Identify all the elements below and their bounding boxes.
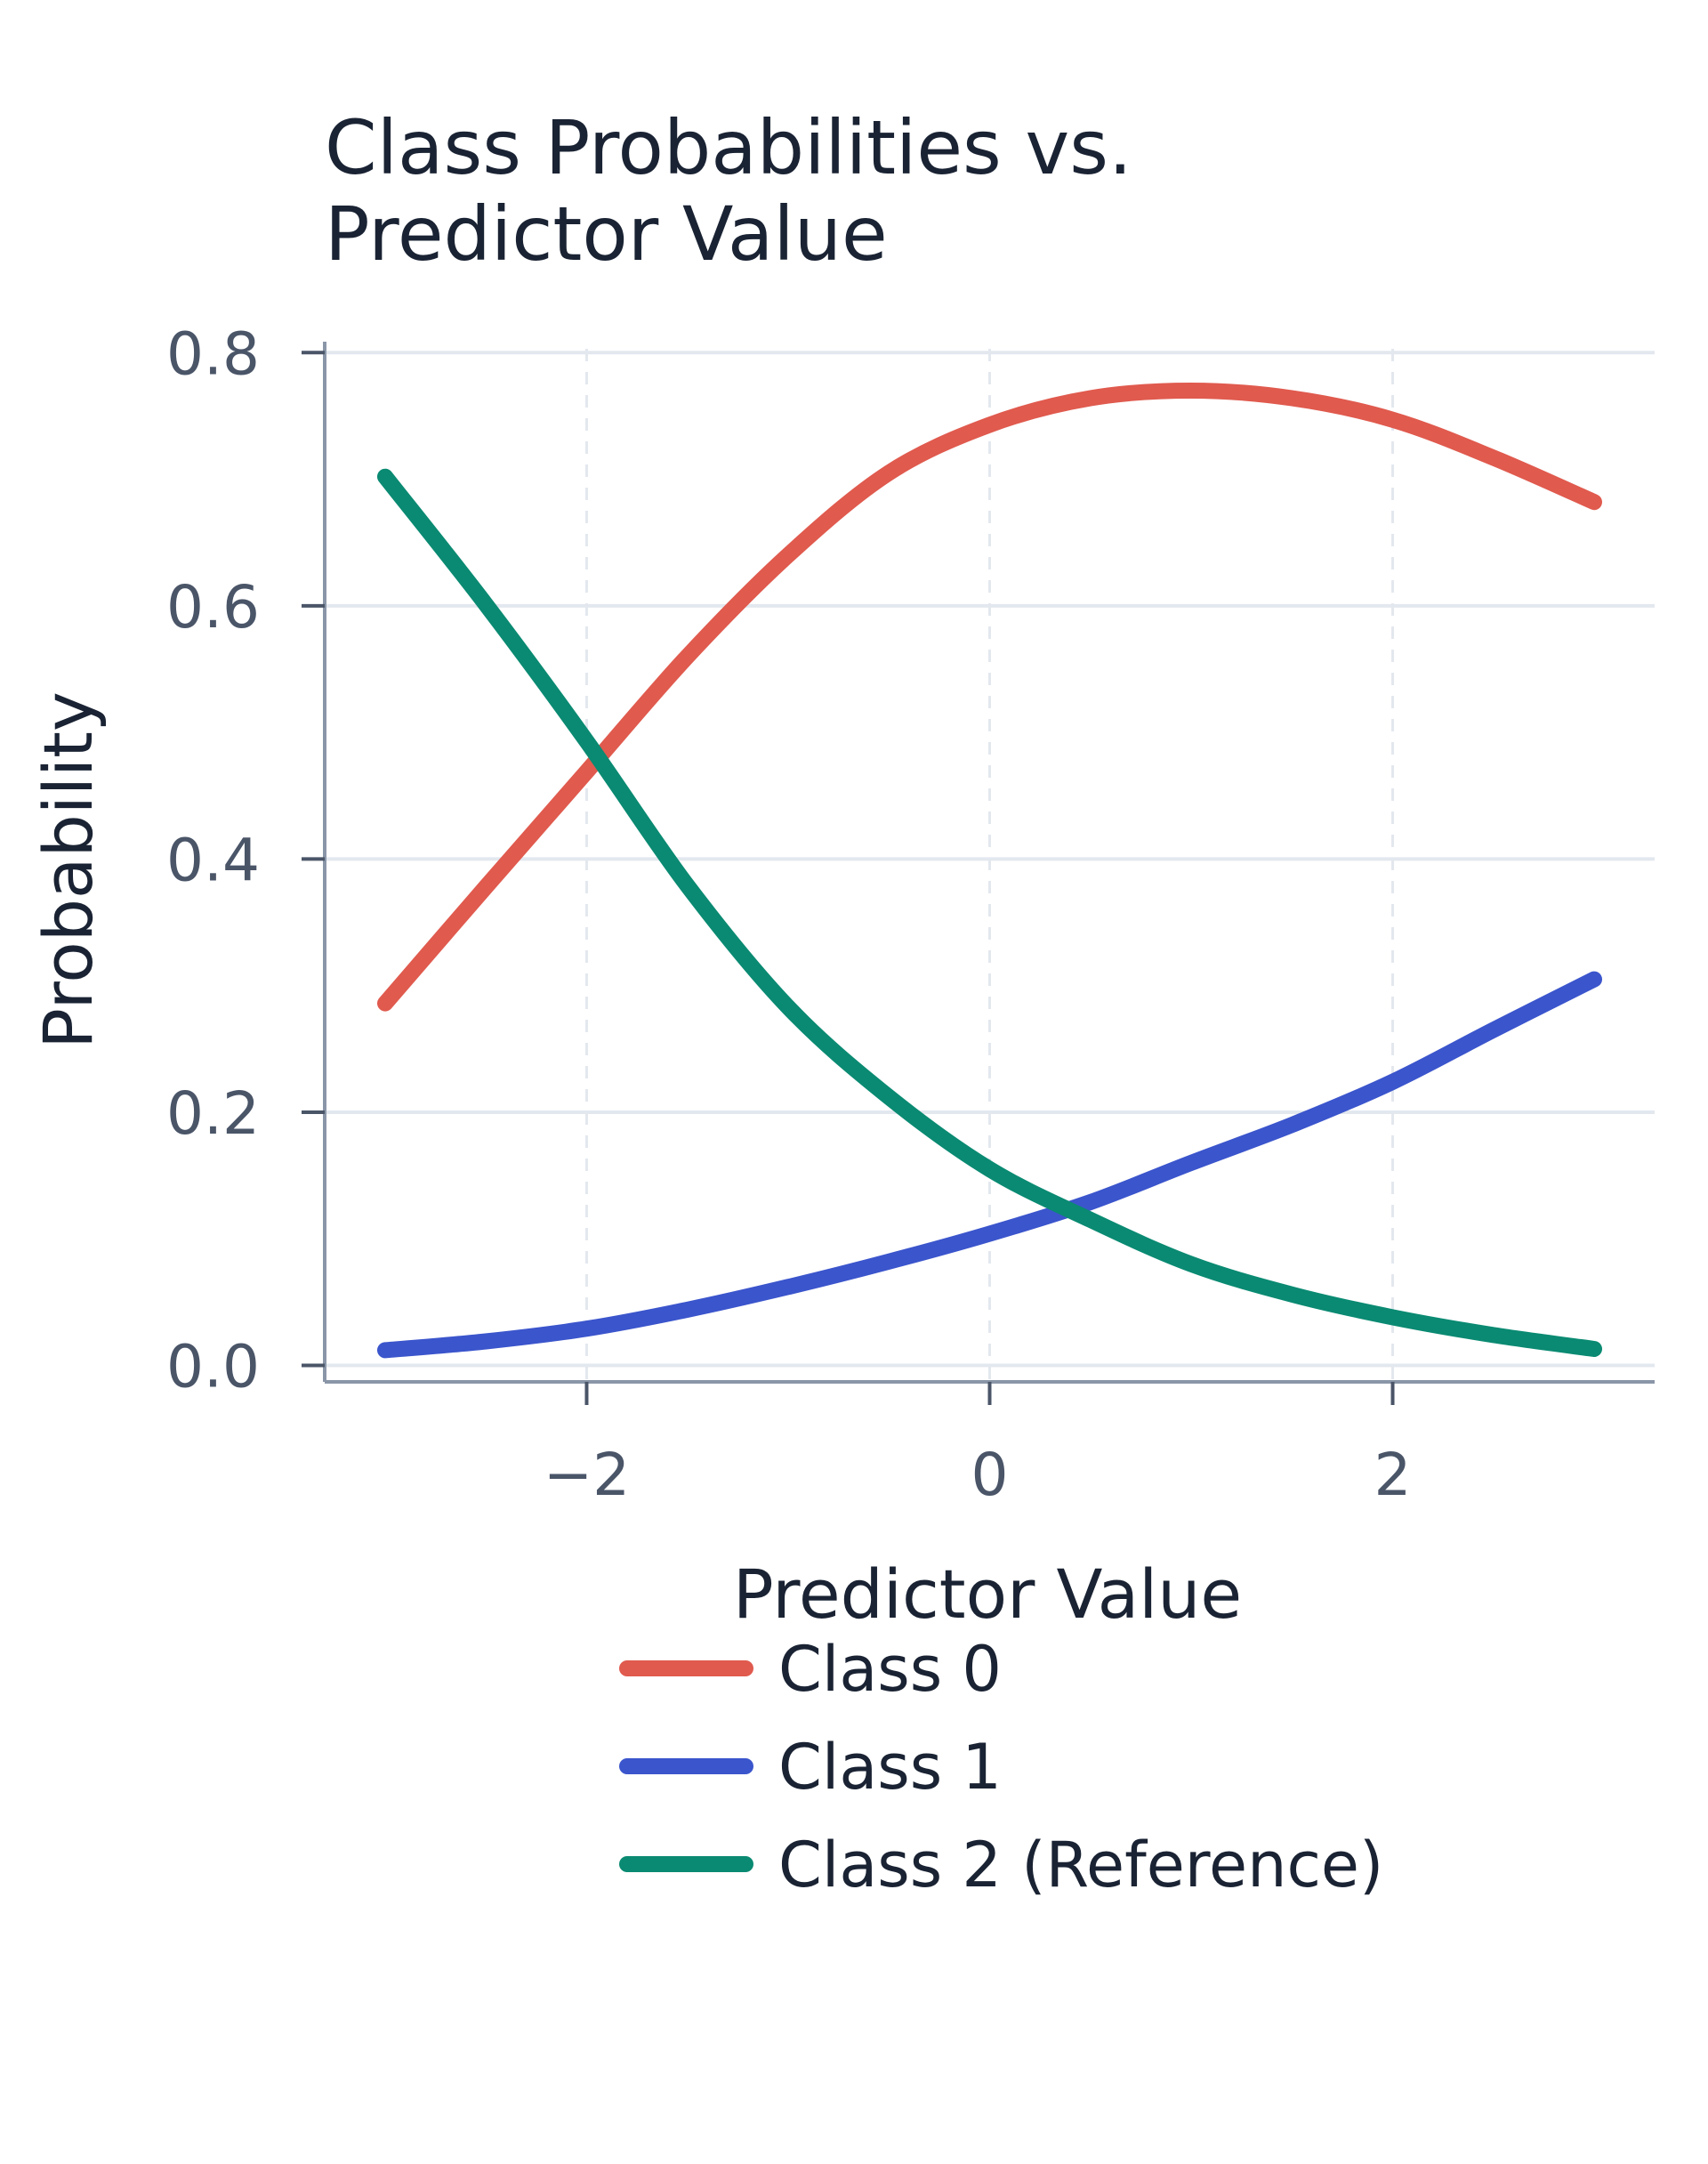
chart-title-line-1: Class Probabilities vs. [325,104,1132,191]
y-tick-label: 0.0 [166,1333,260,1401]
legend-label-class-0: Class 0 [778,1633,1002,1706]
y-axis-label: Probability [28,691,108,1049]
chart-title-line-2: Predictor Value [325,190,888,278]
y-tick-label: 0.6 [166,573,260,642]
series-lines [377,383,1602,1359]
x-axis-label: Predictor Value [733,1554,1242,1634]
grid [325,349,1655,1382]
x-tick-label: 0 [971,1441,1009,1509]
x-tick-label: −2 [544,1441,630,1509]
axes: 0.0 0.2 0.4 0.6 0.8 −2 0 2 [166,319,1655,1509]
y-tick-label: 0.8 [166,319,260,388]
legend-label-class-2-reference: Class 2 (Reference) [778,1829,1383,1902]
legend: Class 0 Class 1 Class 2 (Reference) [619,1633,1383,1902]
y-tick-label: 0.2 [166,1079,260,1148]
y-tick-label: 0.4 [166,826,260,894]
x-tick-label: 2 [1374,1441,1412,1509]
series-line-class-1 [377,971,1602,1359]
series-line-class-0 [377,383,1602,1012]
legend-label-class-1: Class 1 [778,1731,1002,1804]
series-line-class-2-reference [377,468,1602,1357]
